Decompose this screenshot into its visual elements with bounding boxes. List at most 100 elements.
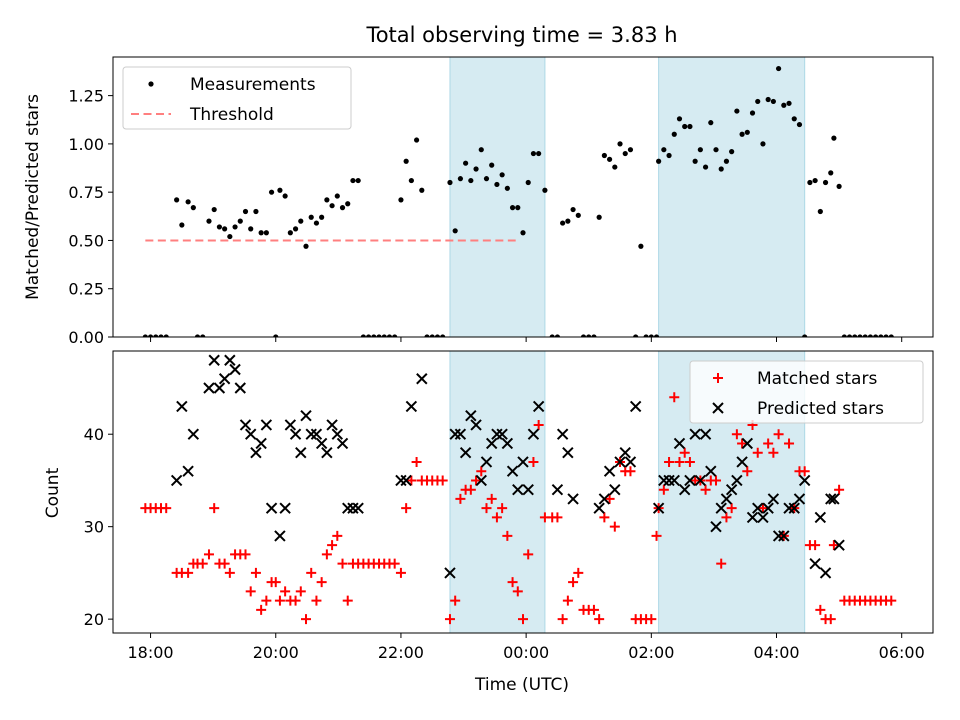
measurement-point: [329, 203, 335, 209]
matched-star-point: [752, 447, 763, 458]
matched-star-point: [646, 614, 657, 625]
measurement-point: [392, 334, 398, 337]
measurement-point: [638, 243, 644, 249]
measurement-point: [702, 164, 709, 170]
measurement-point: [883, 334, 889, 337]
matched-star-point: [834, 484, 845, 495]
measurement-point: [734, 108, 740, 114]
predicted-star-point: [449, 428, 461, 440]
matched-star-point: [552, 512, 563, 523]
measurement-point: [878, 334, 884, 337]
measurement-point: [828, 170, 834, 176]
bottom-plot-area: [140, 354, 897, 625]
measurement-point: [298, 218, 304, 224]
matched-star-point: [481, 503, 492, 514]
predicted-star-point: [788, 502, 800, 514]
measurement-point: [163, 334, 169, 337]
measurement-point: [867, 334, 874, 337]
matched-star-point: [497, 503, 508, 514]
measurement-point: [530, 150, 537, 157]
matched-star-point: [799, 466, 810, 477]
measurement-point: [770, 98, 776, 105]
predicted-star-point: [609, 483, 621, 496]
predicted-star-point: [668, 474, 680, 487]
predicted-star-point: [736, 456, 748, 468]
predicted-star-point: [274, 530, 286, 542]
x-tick-label: 06:00: [879, 643, 925, 662]
predicted-star-point: [475, 474, 487, 487]
matched-star-point: [270, 577, 281, 588]
matched-star-point: [763, 438, 774, 449]
matched-star-point: [342, 595, 353, 606]
measurement-point: [403, 158, 409, 164]
matched-star-point: [768, 447, 779, 458]
x-tick-label: 22:00: [378, 643, 424, 662]
count-panel: 20 30 40 18:00 20:00 22:00 00:00 02:00 04:00 06:0…: [84, 350, 934, 662]
measurement-point: [760, 141, 766, 147]
measurement-point: [174, 197, 180, 203]
measurement-point: [852, 334, 858, 337]
measurement-point: [339, 205, 346, 211]
matched-star-point: [280, 586, 291, 597]
bottom-y-tick-label: 20: [84, 610, 104, 629]
measurement-point: [749, 110, 756, 116]
measurement-point: [591, 334, 597, 337]
matched-star-point: [599, 512, 610, 523]
legend-entry-label: Matched stars: [757, 369, 877, 389]
top-legend-box: [122, 66, 352, 130]
matched-star-point: [815, 604, 826, 615]
predicted-star-point: [710, 520, 722, 533]
measurement-point: [781, 102, 787, 108]
predicted-star-point: [767, 493, 780, 505]
predicted-star-point: [652, 502, 665, 514]
matched-star-point: [332, 530, 343, 541]
matched-star-point: [711, 475, 722, 486]
measurement-point: [671, 131, 677, 137]
measurement-point: [796, 121, 803, 128]
predicted-star-point: [506, 465, 519, 477]
matched-star-point: [444, 614, 455, 625]
measurement-point: [386, 334, 393, 337]
matched-star-point: [700, 484, 711, 495]
legend-entry-label: Threshold: [189, 105, 274, 125]
predicted-star-point: [772, 530, 785, 542]
predicted-star-point: [182, 465, 194, 477]
measurement-point: [376, 334, 382, 337]
matched-star-point: [406, 475, 417, 486]
matched-star-point: [886, 595, 897, 606]
measurement-point: [786, 100, 792, 106]
top-y-tick-label: 0.75: [68, 183, 104, 202]
legend-predicted-marker: [712, 402, 724, 414]
measurement-point: [355, 177, 361, 184]
measurement-point: [633, 334, 639, 337]
matched-star-point: [507, 577, 518, 588]
top-shaded-window-2: [658, 56, 806, 338]
measurement-point: [739, 131, 745, 137]
predicted-star-point: [793, 493, 806, 505]
measurement-point: [802, 334, 808, 337]
matched-star-point: [557, 614, 568, 625]
measurement-point: [478, 147, 484, 153]
matched-star-point: [311, 595, 322, 606]
predicted-star-point: [208, 354, 220, 366]
measurement-point: [713, 147, 719, 153]
measurement-point: [857, 334, 863, 337]
measurement-point: [324, 197, 330, 203]
measurement-point: [554, 334, 561, 337]
predicted-star-point: [694, 474, 707, 487]
measurement-point: [268, 189, 275, 195]
x-tick-label: 02:00: [628, 643, 674, 662]
predicted-star-point: [798, 474, 811, 487]
measurement-point: [350, 177, 356, 184]
predicted-star-point: [752, 502, 764, 514]
predicted-star-point: [731, 474, 743, 487]
matched-star-point: [491, 512, 502, 523]
measurement-point: [211, 206, 217, 213]
matched-star-point: [401, 503, 412, 514]
predicted-star-point: [284, 419, 297, 431]
matched-star-point: [224, 567, 235, 578]
measurement-point: [520, 230, 526, 236]
measurement-point: [277, 187, 283, 193]
x-tick-label: 20:00: [253, 643, 299, 662]
matched-star-point: [203, 549, 214, 560]
